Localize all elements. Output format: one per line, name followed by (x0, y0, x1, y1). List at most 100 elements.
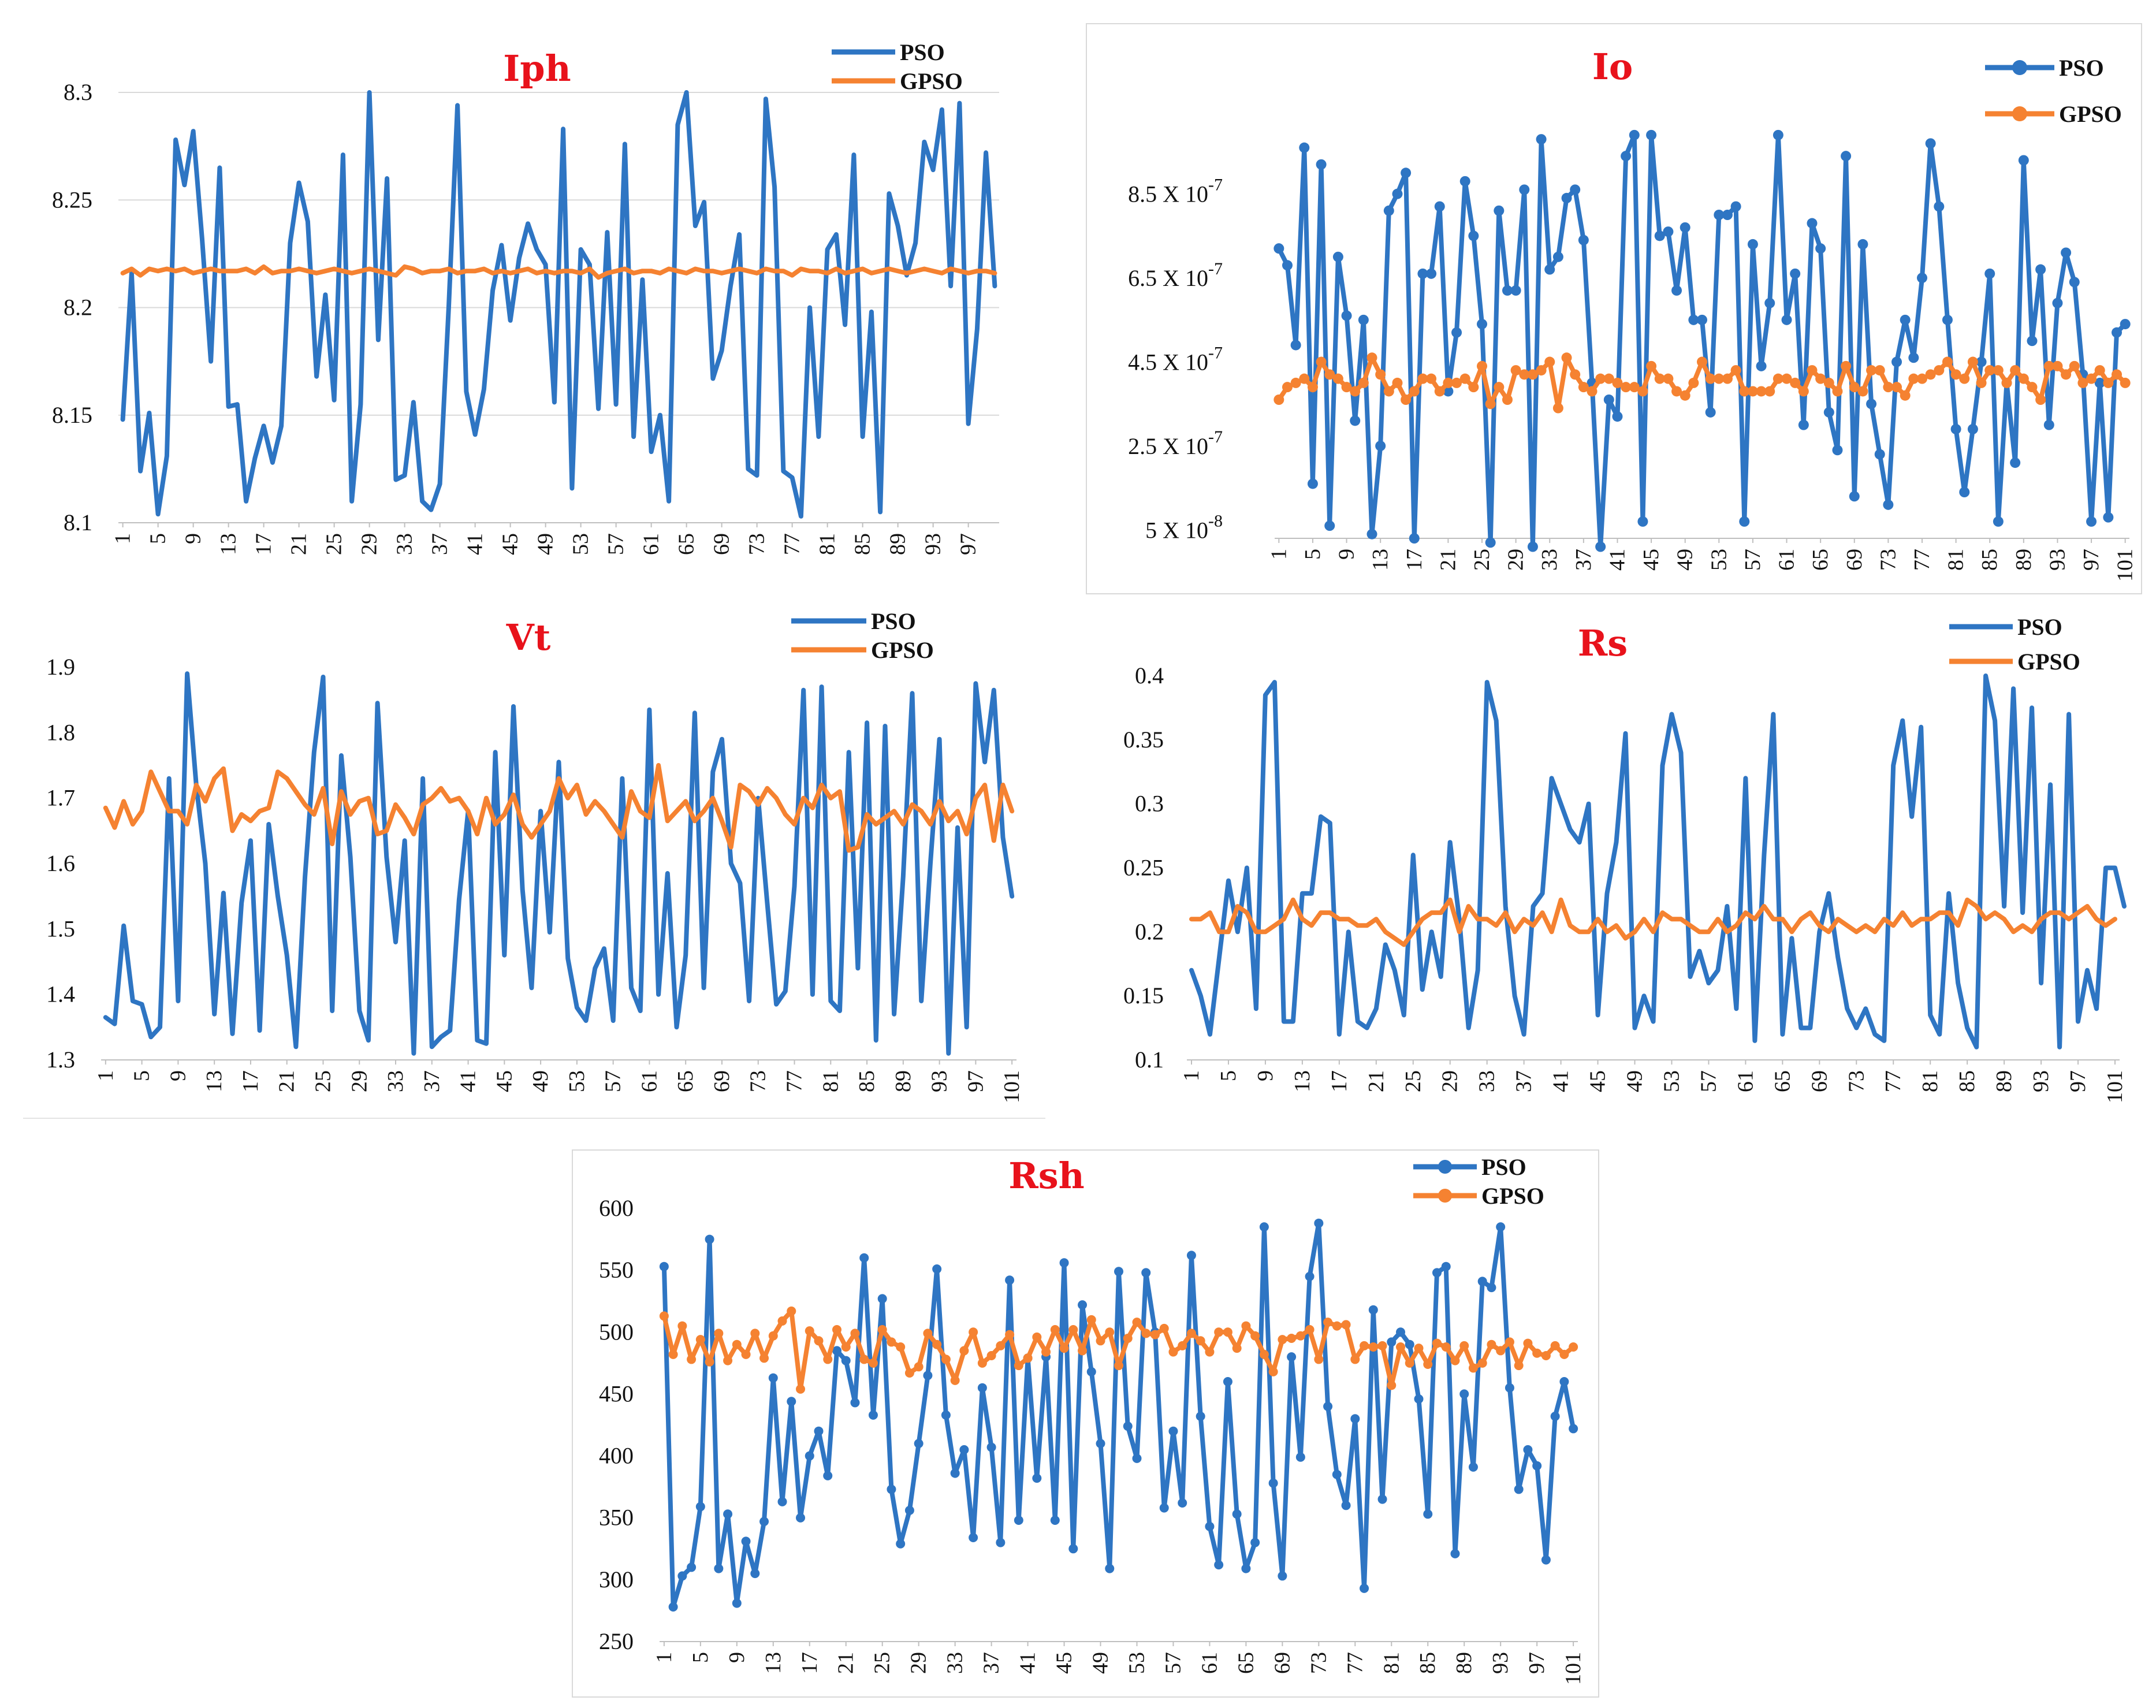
x-tick-label: 5 (146, 533, 170, 544)
data-point-gpso (1387, 1380, 1397, 1390)
data-point-pso (1646, 129, 1657, 140)
data-point-pso (1967, 423, 1978, 434)
data-point-pso (868, 1410, 878, 1420)
data-point-pso (2112, 327, 2123, 338)
x-tick-label: 5 (1301, 549, 1325, 560)
chart-title: Iph (503, 47, 571, 90)
y-tick-mantissa: 6.5 X 10 (1128, 265, 1208, 291)
x-tick-label: 41 (1605, 549, 1629, 571)
data-point-gpso (1268, 1367, 1278, 1376)
data-point-pso (996, 1538, 1006, 1547)
data-point-pso (1595, 541, 1606, 552)
data-point-pso (950, 1468, 960, 1478)
x-tick-label: 57 (601, 1070, 625, 1092)
data-point-gpso (2001, 377, 2012, 388)
data-point-pso (1637, 516, 1648, 527)
data-point-pso (1059, 1258, 1069, 1268)
data-point-pso (787, 1397, 796, 1406)
x-tick-label: 17 (1402, 549, 1427, 571)
data-point-gpso (896, 1342, 906, 1352)
data-point-pso (986, 1442, 996, 1452)
data-point-gpso (1637, 386, 1648, 397)
data-point-pso (732, 1598, 742, 1608)
data-point-gpso (1578, 382, 1589, 393)
data-point-gpso (1123, 1334, 1133, 1343)
data-point-gpso (1532, 1348, 1542, 1358)
x-tick-label: 77 (783, 1070, 807, 1092)
data-point-gpso (1450, 1356, 1460, 1365)
data-point-pso (1603, 395, 1614, 405)
x-tick-label: 13 (202, 1070, 226, 1092)
data-point-gpso (2061, 369, 2072, 380)
data-point-pso (1450, 1549, 1460, 1558)
data-point-gpso (1976, 377, 1987, 388)
data-point-pso (1722, 210, 1733, 220)
y-tick-label: 250 (599, 1628, 634, 1654)
data-point-gpso (1287, 1334, 1297, 1343)
data-point-pso (1050, 1516, 1060, 1525)
data-point-gpso (1849, 382, 1860, 393)
data-point-gpso (1250, 1331, 1260, 1341)
data-point-pso (741, 1536, 751, 1546)
data-point-pso (1032, 1473, 1042, 1483)
data-point-gpso (1141, 1329, 1151, 1338)
data-point-gpso (2035, 395, 2046, 405)
data-point-gpso (1857, 386, 1868, 397)
data-point-gpso (1223, 1327, 1232, 1337)
data-point-gpso (1307, 382, 1318, 393)
x-tick-label: 9 (725, 1652, 749, 1663)
data-point-pso (2061, 247, 2072, 258)
legend-marker-gpso (2012, 106, 2027, 121)
data-point-gpso (796, 1384, 806, 1394)
series-line-pso (1276, 132, 2128, 549)
x-tick-label: 73 (1306, 1652, 1331, 1674)
data-point-pso (1552, 251, 1563, 262)
data-point-gpso (1041, 1347, 1051, 1357)
data-point-gpso (1401, 395, 1412, 405)
data-point-gpso (1414, 1344, 1424, 1353)
data-point-pso (1432, 1268, 1442, 1278)
data-point-pso (1441, 1262, 1451, 1271)
x-tick-label: 21 (275, 1070, 299, 1092)
data-point-pso (1866, 399, 1877, 410)
data-point-gpso (1722, 373, 1733, 384)
data-point-gpso (1368, 1342, 1378, 1352)
data-point-gpso (1332, 1321, 1342, 1331)
x-tick-label: 5 (130, 1070, 154, 1081)
chart-title: Vt (506, 616, 551, 658)
y-tick-exponent: -7 (1208, 176, 1223, 195)
data-point-pso (2043, 419, 2054, 430)
data-point-gpso (2086, 373, 2097, 384)
data-point-pso (1485, 537, 1496, 548)
data-point-gpso (1150, 1330, 1160, 1339)
data-point-pso (1891, 356, 1902, 367)
x-tick-label: 57 (604, 533, 628, 555)
x-tick-label: 97 (2066, 1070, 2090, 1092)
x-tick-label: 97 (2079, 549, 2103, 571)
y-tick-mantissa: 2.5 X 10 (1128, 433, 1208, 459)
data-point-pso (1168, 1426, 1178, 1436)
x-tick-label: 53 (569, 533, 593, 555)
data-point-pso (1950, 423, 1961, 434)
data-point-pso (1747, 239, 1758, 250)
x-tick-label: 81 (816, 533, 840, 555)
data-point-pso (1790, 268, 1801, 279)
x-tick-label: 57 (1741, 549, 1765, 571)
data-point-gpso (1375, 369, 1386, 380)
x-tick-label: 77 (1881, 1070, 1905, 1092)
data-point-gpso (1714, 373, 1725, 384)
data-point-gpso (1114, 1361, 1123, 1371)
data-point-pso (1874, 449, 1885, 460)
data-point-gpso (1942, 356, 1953, 367)
data-point-gpso (1705, 373, 1716, 384)
x-tick-label: 9 (1253, 1070, 1278, 1081)
x-tick-label: 33 (1537, 549, 1562, 571)
x-tick-label: 45 (492, 1070, 516, 1092)
x-tick-label: 69 (1842, 549, 1867, 571)
data-point-pso (1559, 1377, 1569, 1386)
data-point-gpso (1178, 1341, 1187, 1350)
data-point-pso (1781, 314, 1792, 325)
data-point-pso (1654, 230, 1665, 241)
data-point-gpso (2010, 365, 2021, 376)
y-tick-exponent: -7 (1208, 259, 1223, 278)
